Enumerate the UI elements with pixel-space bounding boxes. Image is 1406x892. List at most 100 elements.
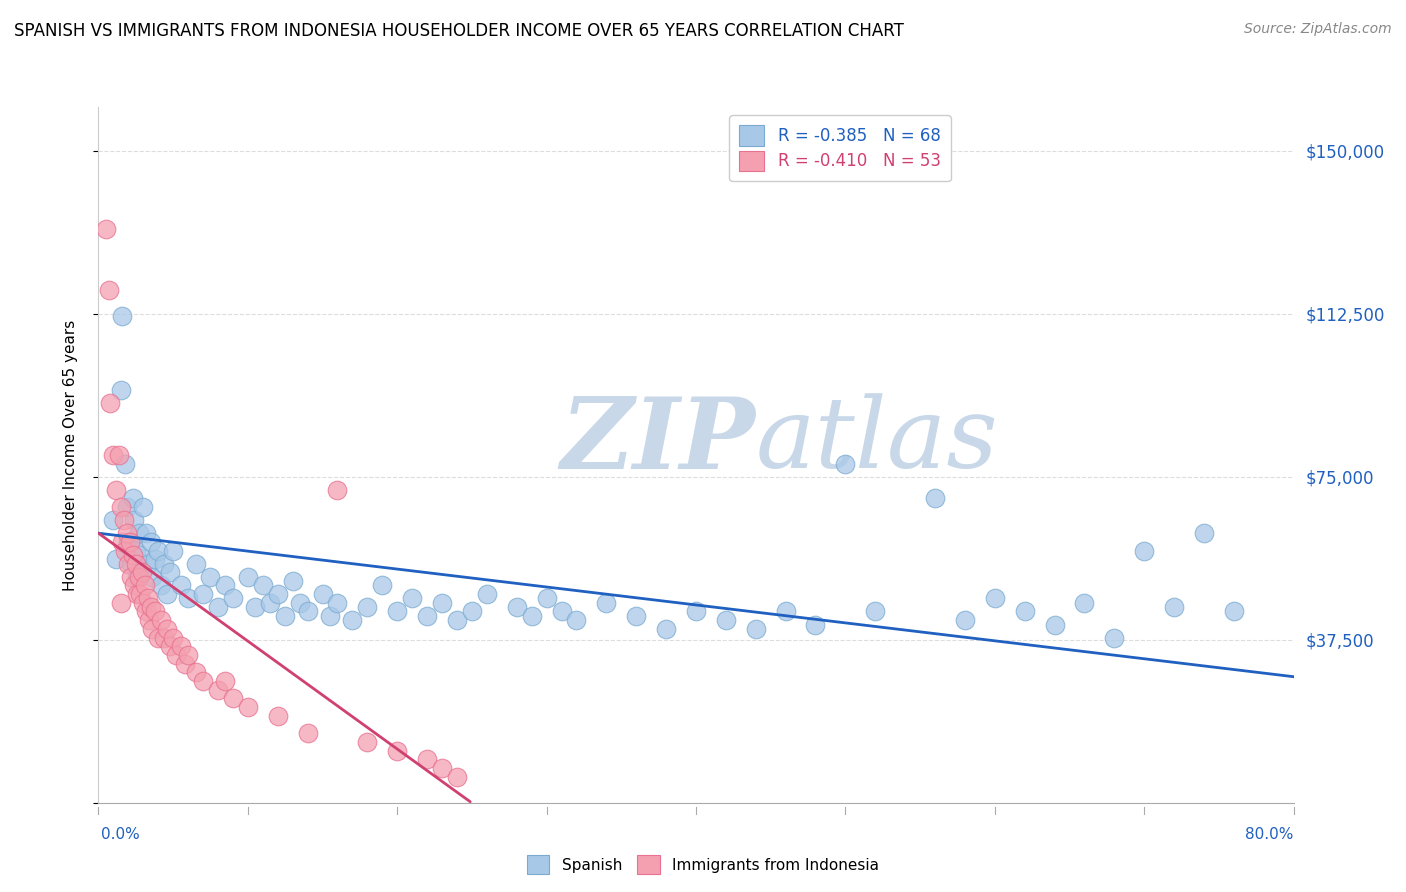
Point xyxy=(297,605,319,619)
Point xyxy=(156,587,179,601)
Point xyxy=(714,613,737,627)
Point xyxy=(153,631,176,645)
Point xyxy=(1192,526,1215,541)
Point xyxy=(626,608,648,623)
Point xyxy=(125,557,148,571)
Point xyxy=(156,622,179,636)
Point xyxy=(430,761,453,775)
Point xyxy=(135,526,157,541)
Text: SPANISH VS IMMIGRANTS FROM INDONESIA HOUSEHOLDER INCOME OVER 65 YEARS CORRELATIO: SPANISH VS IMMIGRANTS FROM INDONESIA HOU… xyxy=(14,22,904,40)
Point xyxy=(252,578,274,592)
Point xyxy=(281,574,304,588)
Point xyxy=(97,283,120,297)
Point xyxy=(118,535,141,549)
Point xyxy=(371,578,394,592)
Point xyxy=(401,591,423,606)
Point xyxy=(1014,605,1036,619)
Point xyxy=(132,596,155,610)
Point xyxy=(114,543,136,558)
Legend: Spanish, Immigrants from Indonesia: Spanish, Immigrants from Indonesia xyxy=(520,849,886,880)
Point xyxy=(111,535,134,549)
Point xyxy=(267,708,290,723)
Point xyxy=(105,483,128,497)
Point xyxy=(148,631,170,645)
Y-axis label: Householder Income Over 65 years: Householder Income Over 65 years xyxy=(63,319,77,591)
Point xyxy=(139,535,162,549)
Point xyxy=(103,513,125,527)
Point xyxy=(162,543,184,558)
Point xyxy=(169,578,191,592)
Point xyxy=(129,548,152,562)
Point xyxy=(356,600,378,615)
Point xyxy=(115,526,138,541)
Point xyxy=(143,552,166,566)
Point xyxy=(745,622,768,636)
Point xyxy=(141,570,163,584)
Point xyxy=(326,483,349,497)
Point xyxy=(430,596,453,610)
Point xyxy=(685,605,707,619)
Point xyxy=(135,605,157,619)
Point xyxy=(125,543,148,558)
Point xyxy=(162,631,184,645)
Point xyxy=(214,578,236,592)
Point xyxy=(114,457,136,471)
Point xyxy=(520,608,543,623)
Point xyxy=(356,735,378,749)
Point xyxy=(110,383,132,397)
Point xyxy=(550,605,572,619)
Point xyxy=(112,513,135,527)
Text: ZIP: ZIP xyxy=(561,392,756,489)
Point xyxy=(319,608,342,623)
Point xyxy=(169,639,191,653)
Point xyxy=(117,557,139,571)
Point xyxy=(94,222,117,236)
Point xyxy=(111,309,134,323)
Point xyxy=(128,570,150,584)
Point xyxy=(121,548,143,562)
Point xyxy=(132,500,155,514)
Point xyxy=(117,535,139,549)
Point xyxy=(274,608,297,623)
Text: 80.0%: 80.0% xyxy=(1246,827,1294,841)
Point xyxy=(108,448,131,462)
Point xyxy=(385,605,409,619)
Point xyxy=(191,674,214,689)
Point xyxy=(236,570,259,584)
Point xyxy=(159,566,181,580)
Point xyxy=(245,600,267,615)
Point xyxy=(267,587,290,601)
Point xyxy=(100,396,122,410)
Point xyxy=(184,665,207,680)
Point xyxy=(536,591,558,606)
Point xyxy=(259,596,281,610)
Point xyxy=(288,596,311,610)
Point xyxy=(177,591,200,606)
Point xyxy=(191,587,214,601)
Point xyxy=(834,457,856,471)
Point xyxy=(461,605,484,619)
Point xyxy=(127,587,149,601)
Point xyxy=(103,448,125,462)
Text: Source: ZipAtlas.com: Source: ZipAtlas.com xyxy=(1244,22,1392,37)
Point xyxy=(138,613,160,627)
Point xyxy=(105,552,128,566)
Point xyxy=(222,691,245,706)
Point xyxy=(236,700,259,714)
Point xyxy=(207,682,229,697)
Point xyxy=(342,613,364,627)
Point xyxy=(165,648,187,662)
Point xyxy=(475,587,498,601)
Point xyxy=(297,726,319,740)
Point xyxy=(120,557,142,571)
Point xyxy=(1133,543,1156,558)
Point xyxy=(1163,600,1185,615)
Point xyxy=(326,596,349,610)
Point xyxy=(416,752,439,766)
Point xyxy=(121,491,143,506)
Point xyxy=(184,557,207,571)
Point xyxy=(129,587,152,601)
Text: atlas: atlas xyxy=(756,393,998,489)
Point xyxy=(416,608,439,623)
Point xyxy=(200,570,222,584)
